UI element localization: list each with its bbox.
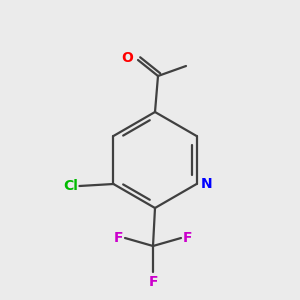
Text: O: O xyxy=(121,51,133,65)
Text: N: N xyxy=(201,177,212,191)
Text: F: F xyxy=(148,275,158,289)
Text: Cl: Cl xyxy=(64,179,78,193)
Text: F: F xyxy=(183,231,193,245)
Text: F: F xyxy=(113,231,123,245)
